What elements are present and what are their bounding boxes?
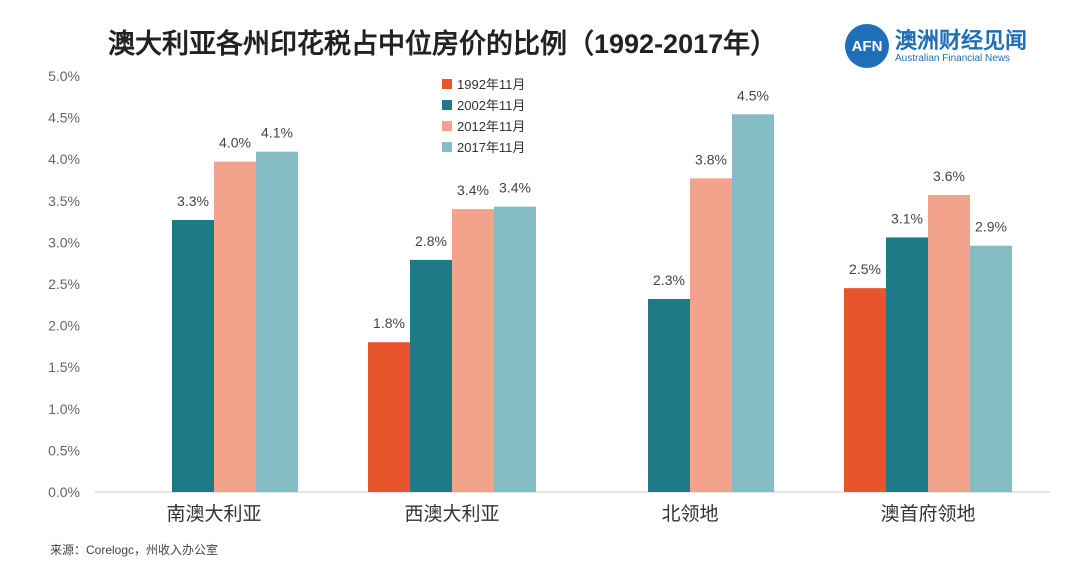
y-tick-label: 0.0% xyxy=(48,484,80,500)
chart-title: 澳大利亚各州印花税占中位房价的比例（1992-2017年） xyxy=(108,29,778,59)
bar xyxy=(214,161,256,493)
data-label: 3.6% xyxy=(933,168,965,184)
bar xyxy=(256,151,298,492)
source-note: 来源：Corelogc，州收入办公室 xyxy=(50,543,219,557)
data-label: 4.1% xyxy=(261,125,293,141)
legend-label: 2012年11月 xyxy=(457,119,525,134)
y-tick-label: 4.0% xyxy=(48,151,80,167)
legend-swatch xyxy=(442,142,452,152)
y-tick-label: 3.5% xyxy=(48,193,80,209)
data-label: 3.3% xyxy=(177,193,209,209)
afn-logo: AFN 澳洲财经见闻 Australian Financial News xyxy=(845,24,1027,68)
x-category-label: 澳首府领地 xyxy=(880,503,975,525)
legend-label: 1992年11月 xyxy=(457,77,525,92)
data-label: 3.8% xyxy=(695,151,727,167)
y-tick-label: 3.0% xyxy=(48,234,80,250)
data-label: 4.0% xyxy=(219,135,251,151)
logo-name-en: Australian Financial News xyxy=(895,52,1011,64)
y-tick-label: 5.0% xyxy=(48,68,80,84)
afn-logo-icon: AFN xyxy=(845,24,889,68)
bar xyxy=(970,245,1012,492)
y-tick-label: 2.0% xyxy=(48,318,80,334)
bar xyxy=(410,259,452,492)
legend-swatch xyxy=(442,121,452,131)
bar xyxy=(452,209,494,492)
bar xyxy=(928,194,970,492)
bar xyxy=(844,288,886,492)
bar xyxy=(648,298,690,492)
logo-name-cn: 澳洲财经见闻 xyxy=(895,27,1028,53)
bar xyxy=(494,206,536,492)
bar xyxy=(368,342,410,492)
legend-label: 2002年11月 xyxy=(457,98,525,113)
data-label: 3.4% xyxy=(499,180,531,196)
data-label: 2.5% xyxy=(849,261,881,277)
legend-label: 2017年11月 xyxy=(457,140,525,155)
x-category-label: 南澳大利亚 xyxy=(166,503,261,525)
y-tick-label: 1.0% xyxy=(48,401,80,417)
bar xyxy=(732,114,774,492)
bar xyxy=(886,237,928,492)
bar xyxy=(172,219,214,492)
data-label: 3.1% xyxy=(891,210,923,226)
data-label: 2.9% xyxy=(975,219,1007,235)
legend-swatch xyxy=(442,79,452,89)
y-tick-label: 1.5% xyxy=(48,359,80,375)
data-label: 1.8% xyxy=(373,315,405,331)
y-tick-label: 4.5% xyxy=(48,110,80,126)
y-tick-label: 0.5% xyxy=(48,442,80,458)
data-label: 4.5% xyxy=(737,87,769,103)
bar xyxy=(690,178,732,492)
data-label: 2.8% xyxy=(415,233,447,249)
x-category-label: 西澳大利亚 xyxy=(404,503,499,525)
x-category-label: 北领地 xyxy=(661,503,718,525)
legend-swatch xyxy=(442,100,452,110)
data-label: 3.4% xyxy=(457,182,489,198)
y-tick-label: 2.5% xyxy=(48,276,80,292)
data-label: 2.3% xyxy=(653,272,685,288)
